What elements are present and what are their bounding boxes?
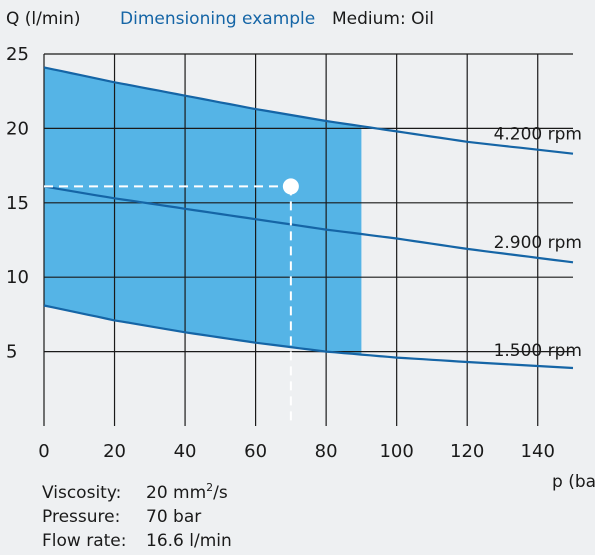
series-label-2: 1.500 rpm [494, 341, 582, 361]
y-tick-label-15: 15 [6, 193, 29, 214]
example-label-flow-rate: Flow rate: [42, 531, 126, 551]
x-tick-label-60: 60 [244, 441, 267, 462]
example-values: Viscosity: 20 mm2/s Pressure: 70 bar Flo… [42, 481, 232, 551]
viscosity-exponent: 2 [206, 481, 213, 494]
series-label-1: 2.900 rpm [494, 233, 582, 253]
example-value-pressure: 70 bar [146, 507, 201, 527]
chart-grid [43, 53, 573, 426]
x-tick-label-120: 120 [450, 441, 484, 462]
y-axis-label: Q (l/min) [6, 9, 81, 29]
series-line-1 [43, 185, 574, 264]
x-tick-label-20: 20 [103, 441, 126, 462]
x-tick-label-80: 80 [315, 441, 338, 462]
example-value-viscosity: 20 mm2/s [146, 481, 228, 503]
series-line-2 [43, 304, 574, 370]
y-tick-label-25: 25 [6, 44, 29, 65]
example-value-flow-rate: 16.6 l/min [146, 531, 232, 551]
y-tick-label-10: 10 [6, 267, 29, 288]
x-tick-label-0: 0 [38, 441, 49, 462]
y-tick-label-20: 20 [6, 118, 29, 139]
x-tick-label-140: 140 [521, 441, 555, 462]
example-label-viscosity: Viscosity: [42, 483, 121, 503]
series-line-0 [43, 66, 574, 155]
viscosity-unit-suffix: /s [213, 483, 228, 503]
operating-point-dot [282, 178, 299, 195]
dimensioning-note: Dimensioning example [120, 9, 315, 29]
series-lines [43, 66, 574, 370]
viscosity-value: 20 mm [146, 483, 206, 503]
operating-point-marker [44, 178, 299, 426]
x-tick-label-100: 100 [379, 441, 413, 462]
series-label-0: 4.200 rpm [494, 125, 582, 145]
x-tick-label-40: 40 [174, 441, 197, 462]
x-axis-label: p (bar) [552, 472, 595, 492]
y-tick-label-5: 5 [6, 342, 17, 363]
example-label-pressure: Pressure: [42, 507, 120, 527]
chart-labels: 0 20 40 60 80 100 120 140 5 10 15 20 25 4.200 rpm 2.90… [6, 44, 582, 462]
medium-label: Medium: Oil [332, 9, 434, 29]
